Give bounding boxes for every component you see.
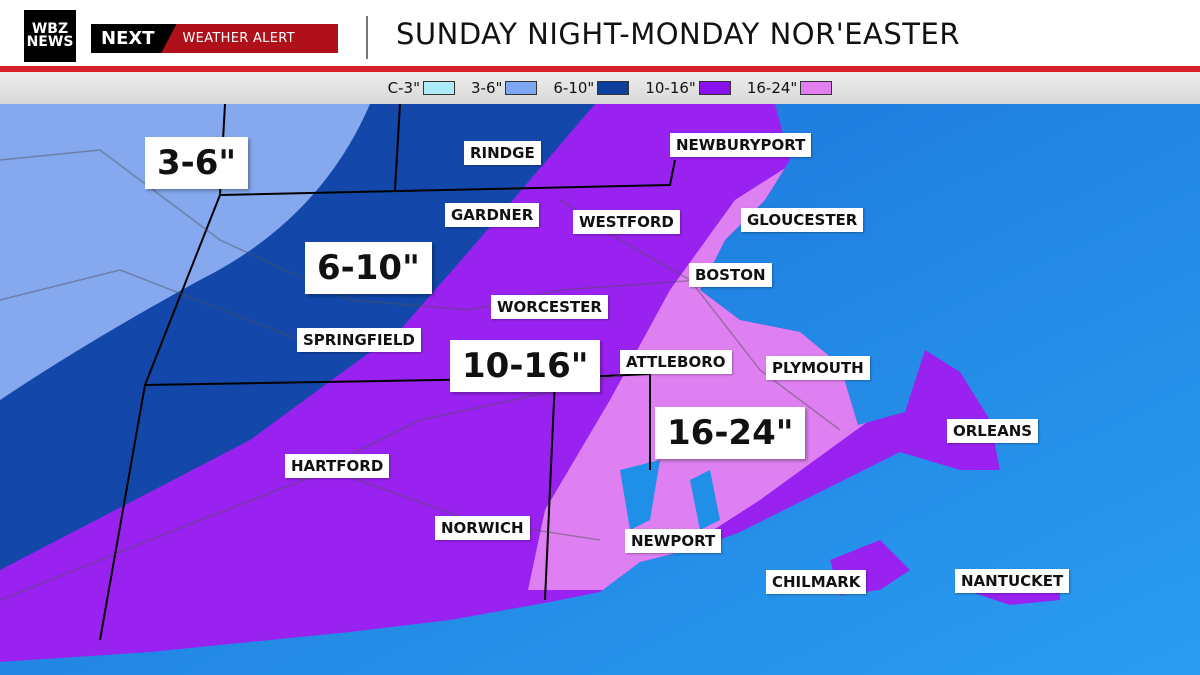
state-borders [99,104,676,641]
legend-swatch [422,81,455,95]
legend-label: 16-24" [746,79,798,97]
legend-swatch [597,81,630,95]
legend-swatch [505,81,538,95]
city-label: ORLEANS [947,419,1039,443]
legend-swatch [800,81,833,95]
legend-item: C-3" [388,79,455,97]
divider [366,16,368,59]
next-weather-alert-banner: NEXT WEATHER ALERT [91,24,338,53]
city-label: WORCESTER [491,295,608,319]
red-rule [0,66,1200,72]
city-label: CHILMARK [766,570,867,594]
narragansett-bay [620,460,720,530]
legend-item: 6-10" [553,79,630,97]
city-label: GARDNER [445,203,540,227]
amount-label-3-6: 3-6" [145,137,249,189]
amount-label-16-24: 16-24" [655,407,806,459]
legend-label: C-3" [387,79,420,97]
city-label: BOSTON [689,263,772,287]
next-logo: NEXT [91,24,177,53]
city-label: HARTFORD [285,454,390,478]
legend-item: 16-24" [747,79,833,97]
amount-label-6-10: 6-10" [305,242,432,294]
legend-label: 10-16" [645,79,696,97]
legend-label: 6-10" [553,79,595,97]
city-label: ATTLEBORO [620,350,732,374]
city-label: GLOUCESTER [741,208,864,232]
legend-label: 3-6" [470,79,503,97]
alert-label: WEATHER ALERT [182,31,295,46]
page-title: SUNDAY NIGHT-MONDAY NOR'EASTER [396,17,960,51]
city-label: NEWPORT [625,529,722,553]
city-label: PLYMOUTH [766,356,870,380]
legend-swatch [698,81,731,95]
header: WBZ NEWS NEXT WEATHER ALERT SUNDAY NIGHT-… [0,0,1200,66]
legend-item: 3-6" [470,79,538,97]
city-label: WESTFORD [573,210,680,234]
amount-label-10-16: 10-16" [450,340,601,392]
city-label: RINDGE [464,141,541,165]
legend: C-3" 3-6" 6-10" 10-16" 16-24" [0,72,1200,104]
band-3-6 [0,104,370,400]
wbz-news-logo: WBZ NEWS [24,10,76,62]
legend-item: 10-16" [645,79,731,97]
city-label: NORWICH [435,516,530,540]
city-label: NEWBURYPORT [670,133,812,157]
city-label: SPRINGFIELD [297,328,421,352]
logo-text: WBZ [31,21,69,37]
logo-text: NEWS [26,34,74,50]
snowfall-map [0,104,1200,675]
city-label: NANTUCKET [955,569,1070,593]
